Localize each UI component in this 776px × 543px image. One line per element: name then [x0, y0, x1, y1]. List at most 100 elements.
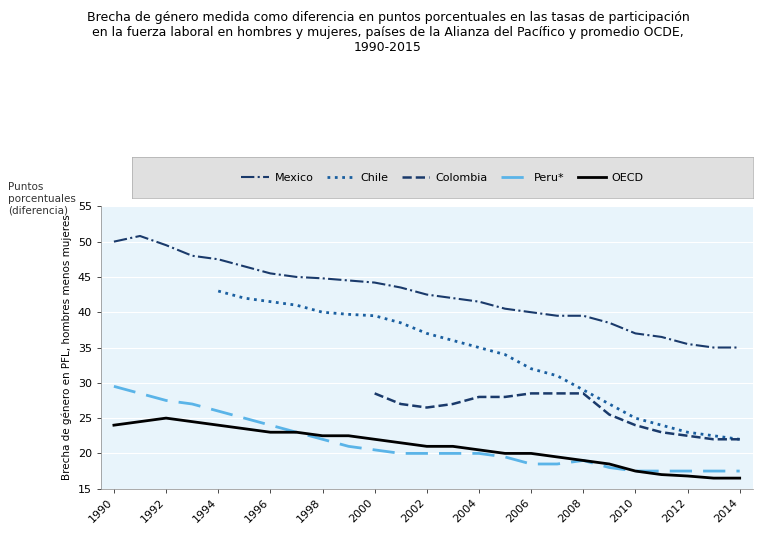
OECD — [631, 468, 640, 475]
Colombia — [735, 436, 744, 443]
Peru* — [318, 436, 327, 443]
OECD — [370, 436, 379, 443]
Mexico — [526, 309, 535, 315]
Peru* — [683, 468, 692, 475]
Line: Peru*: Peru* — [114, 387, 740, 471]
Chile — [474, 344, 483, 351]
Chile — [553, 372, 562, 379]
Line: Chile: Chile — [218, 291, 740, 439]
Mexico — [188, 252, 197, 259]
Colombia — [474, 394, 483, 400]
Peru* — [135, 390, 144, 396]
Mexico — [135, 233, 144, 239]
Chile — [579, 387, 588, 393]
Colombia — [709, 436, 719, 443]
Mexico — [735, 344, 744, 351]
Mexico — [579, 312, 588, 319]
OECD — [683, 473, 692, 479]
Chile — [292, 302, 301, 308]
Peru* — [161, 397, 171, 403]
OECD — [422, 443, 431, 450]
OECD — [579, 457, 588, 464]
Text: Brecha de género medida como diferencia en puntos porcentuales en las tasas de p: Brecha de género medida como diferencia … — [87, 11, 689, 54]
Line: Mexico: Mexico — [114, 236, 740, 348]
Mexico — [683, 341, 692, 348]
Peru* — [709, 468, 719, 475]
Mexico — [656, 333, 666, 340]
Chile — [631, 415, 640, 421]
Mexico — [474, 298, 483, 305]
Peru* — [292, 429, 301, 435]
OECD — [474, 446, 483, 453]
OECD — [656, 471, 666, 478]
OECD — [344, 432, 353, 439]
Colombia — [501, 394, 510, 400]
OECD — [240, 426, 249, 432]
OECD — [318, 432, 327, 439]
Peru* — [109, 383, 119, 390]
Line: Colombia: Colombia — [375, 393, 740, 439]
Peru* — [422, 450, 431, 457]
Colombia — [579, 390, 588, 396]
Chile — [240, 295, 249, 301]
Chile — [735, 436, 744, 443]
Mexico — [213, 256, 223, 262]
Mexico — [344, 277, 353, 283]
Mexico — [631, 330, 640, 337]
Peru* — [449, 450, 458, 457]
OECD — [396, 440, 405, 446]
Mexico — [161, 242, 171, 248]
Colombia — [449, 401, 458, 407]
Colombia — [526, 390, 535, 396]
Chile — [370, 312, 379, 319]
Peru* — [735, 468, 744, 475]
Colombia — [631, 422, 640, 428]
OECD — [265, 429, 275, 435]
Colombia — [396, 401, 405, 407]
Y-axis label: Brecha de género en PFL, hombres menos mujeres: Brecha de género en PFL, hombres menos m… — [61, 214, 72, 481]
Mexico — [265, 270, 275, 276]
OECD — [161, 415, 171, 421]
Peru* — [344, 443, 353, 450]
Peru* — [605, 464, 614, 471]
Chile — [449, 337, 458, 344]
Peru* — [474, 450, 483, 457]
Chile — [422, 330, 431, 337]
Chile — [709, 432, 719, 439]
Peru* — [265, 422, 275, 428]
Peru* — [631, 468, 640, 475]
Mexico — [449, 295, 458, 301]
OECD — [735, 475, 744, 481]
Mexico — [109, 238, 119, 245]
OECD — [109, 422, 119, 428]
Peru* — [656, 468, 666, 475]
Chile — [526, 365, 535, 372]
Chile — [265, 298, 275, 305]
Mexico — [553, 312, 562, 319]
Chile — [683, 429, 692, 435]
Chile — [396, 319, 405, 326]
Chile — [605, 401, 614, 407]
Chile — [318, 309, 327, 315]
Colombia — [422, 404, 431, 411]
Legend: Mexico, Chile, Colombia, Peru*, OECD: Mexico, Chile, Colombia, Peru*, OECD — [238, 169, 646, 186]
OECD — [553, 453, 562, 460]
Mexico — [396, 285, 405, 291]
Mexico — [370, 279, 379, 286]
Mexico — [709, 344, 719, 351]
OECD — [526, 450, 535, 457]
Text: Puntos
porcentuales
(diferencia): Puntos porcentuales (diferencia) — [8, 182, 75, 215]
Colombia — [683, 432, 692, 439]
Peru* — [396, 450, 405, 457]
Peru* — [213, 408, 223, 414]
Mexico — [422, 291, 431, 298]
OECD — [213, 422, 223, 428]
Chile — [501, 351, 510, 358]
Mexico — [240, 263, 249, 269]
Peru* — [240, 415, 249, 421]
Line: OECD: OECD — [114, 418, 740, 478]
Mexico — [605, 319, 614, 326]
Mexico — [501, 305, 510, 312]
OECD — [292, 429, 301, 435]
Colombia — [370, 390, 379, 396]
